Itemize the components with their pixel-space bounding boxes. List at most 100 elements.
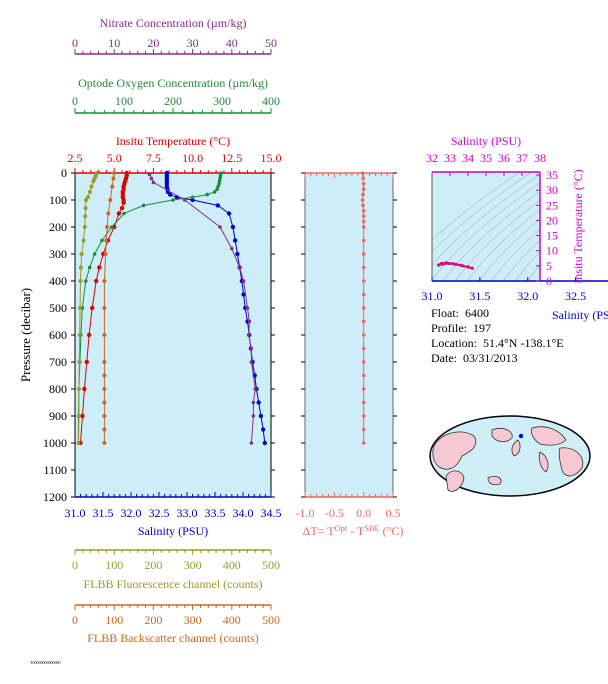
fluorescence-point: [78, 279, 83, 283]
delta-t-tick-label: -0.5: [325, 506, 344, 520]
delta-t-point: [361, 319, 366, 324]
backscatter-tick-label: 400: [223, 613, 241, 627]
ts-top-tick-label: 38: [534, 151, 546, 165]
ts-right-tick-label: 10: [546, 244, 558, 258]
delta-t-point: [361, 427, 366, 432]
oxygen-point: [171, 198, 175, 202]
backscatter-tick-label: 0: [72, 613, 78, 627]
density-isoline: [491, 228, 540, 281]
salinity-point: [262, 440, 268, 446]
delta-t-point: [361, 346, 366, 351]
nitrate-tick-label: 30: [187, 36, 199, 50]
temperature-point: [121, 200, 126, 205]
pressure-tick-label: 900: [49, 409, 67, 423]
backscatter-point: [102, 360, 107, 364]
oxygen-point: [217, 179, 222, 183]
nitrate-point: [251, 414, 256, 418]
float-info: Float: 6400 Profile: 197 Location: 51.4°…: [431, 306, 564, 366]
ts-top-tick-label: 37: [516, 151, 528, 165]
delta-t-point: [361, 203, 365, 208]
salinity-tick-label: 32.5: [149, 506, 170, 520]
oxygen-point: [219, 171, 223, 175]
delta-t-panel: -1.0 -0.5 0.0 0.5 ΔT= TOpt - TSBE (°C): [296, 171, 403, 538]
delta-t-point: [361, 187, 366, 191]
backscatter-point: [110, 184, 115, 189]
location-line: Location: 51.4°N -138.1°E: [431, 336, 564, 351]
oxygen-point: [215, 187, 219, 191]
temperature-tick-label: 15.0: [261, 151, 282, 165]
density-isoline: [432, 182, 540, 281]
salinity-point: [235, 251, 240, 257]
map-landmass: [531, 426, 567, 446]
oxygen-point: [205, 192, 210, 197]
oxygen-axis-title: Optode Oxygen Concentration (µm/kg): [78, 76, 268, 90]
backscatter-point: [108, 198, 113, 202]
nitrate-tick-label: 20: [147, 36, 159, 50]
location-value: 51.4°N -138.1°E: [482, 336, 564, 350]
ts-point: [470, 266, 474, 270]
density-isoline: [455, 199, 540, 281]
salinity-point: [190, 197, 195, 203]
ts-bottom-tick-label: 31.0: [422, 289, 443, 303]
pressure-tick-label: 500: [49, 301, 67, 315]
temperature-axis-title: Insitu Temperature (°C): [116, 134, 230, 148]
profile-panel: 0100200300400500600700800900100011001200…: [18, 16, 282, 645]
oxygen-point: [212, 190, 217, 194]
fluorescence-point: [76, 387, 81, 391]
map-landmass: [491, 428, 513, 442]
temperature-tick-label: 7.5: [146, 151, 161, 165]
temperature-point: [84, 359, 89, 365]
salinity-point: [241, 292, 246, 297]
ts-top-tick-label: 36: [498, 151, 510, 165]
fluorescence-point: [81, 238, 86, 243]
float-location-marker: [518, 433, 524, 439]
pressure-tick-label: 200: [49, 220, 67, 234]
oxygen-tick-label: 100: [115, 94, 133, 108]
oxygen-point: [83, 279, 88, 283]
backscatter-point: [102, 427, 107, 432]
temperature-tick-label: 10.0: [182, 151, 203, 165]
ts-top-tick-label: 34: [462, 151, 474, 165]
backscatter-point: [102, 387, 107, 391]
delta-t-point: [360, 198, 365, 202]
oxygen-point: [218, 176, 222, 181]
profile-line: Profile: 197: [431, 321, 564, 336]
fluorescence-point: [89, 184, 94, 189]
salinity-point: [256, 400, 261, 405]
profile-value: 197: [473, 321, 491, 335]
fluorescence-point: [78, 265, 83, 270]
density-isoline: [443, 191, 540, 281]
temperature-point: [82, 386, 87, 392]
pressure-tick-label: 1100: [43, 463, 67, 477]
salinity-point: [260, 427, 266, 432]
oxygen-point: [216, 184, 220, 189]
pressure-tick-label: 1000: [43, 436, 67, 450]
ts-bottom-tick-label: 31.5: [469, 289, 490, 303]
density-isoline: [515, 251, 540, 281]
float-id-line: Float: 6400: [431, 306, 564, 321]
delta-t-point: [361, 192, 365, 197]
delta-t-point: [361, 182, 366, 186]
density-isoline: [527, 264, 540, 281]
nitrate-point: [245, 306, 250, 310]
nitrate-tick-label: 0: [72, 36, 78, 50]
delta-t-point: [361, 238, 366, 243]
density-isoline: [479, 218, 540, 281]
salinity-tick-label: 34.0: [233, 506, 254, 520]
map-landmass: [511, 439, 521, 457]
temperature-point: [119, 205, 125, 211]
oxygen-tick-label: 400: [262, 94, 280, 108]
delta-t-point: [361, 214, 366, 218]
nitrate-point: [241, 279, 246, 283]
backscatter-point: [102, 441, 107, 445]
backscatter-point: [106, 211, 111, 216]
ts-top-tick-label: 32: [426, 151, 438, 165]
pressure-tick-label: 300: [49, 247, 67, 261]
fluorescence-point: [77, 360, 82, 364]
ts-point: [447, 261, 451, 266]
ts-bottom-tick-label: 32.5: [565, 289, 586, 303]
delta-t-point: [361, 306, 366, 310]
nitrate-point: [246, 333, 251, 337]
